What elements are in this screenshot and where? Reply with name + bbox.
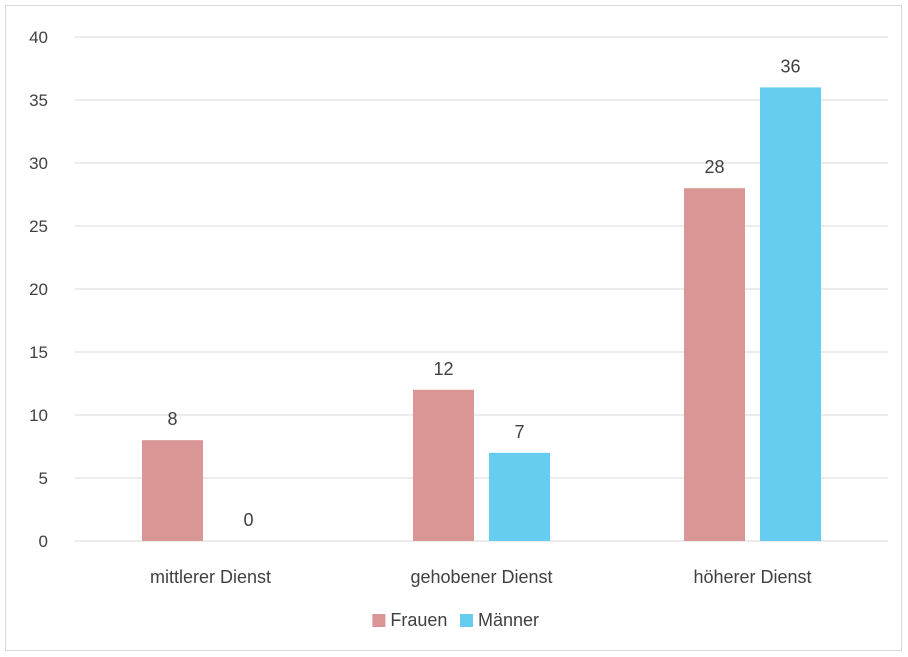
data-label-mnner-1: 7	[514, 422, 524, 442]
y-tick-label-30: 30	[29, 154, 48, 173]
bar-mnner-1	[489, 452, 550, 541]
legend-swatch-mnner	[460, 614, 473, 627]
bar-mnner-2	[760, 87, 821, 542]
y-tick-label-20: 20	[29, 280, 48, 299]
x-tick-label-0: mittlerer Dienst	[150, 567, 271, 587]
legend-label-frauen: Frauen	[390, 610, 447, 630]
bar-frauen-0	[142, 440, 203, 541]
legend-swatch-frauen	[372, 614, 386, 627]
y-tick-label-5: 5	[39, 469, 48, 488]
legend-label-mnner: Männer	[478, 610, 539, 630]
data-label-frauen-0: 8	[167, 409, 177, 429]
y-tick-label-10: 10	[29, 406, 48, 425]
bar-frauen-1	[413, 389, 474, 541]
y-tick-label-0: 0	[39, 532, 48, 551]
bar-frauen-2	[684, 188, 745, 541]
data-label-frauen-2: 28	[704, 157, 724, 177]
data-label-mnner-2: 36	[780, 56, 800, 76]
chart-frame	[5, 5, 902, 651]
y-tick-label-15: 15	[29, 343, 48, 362]
data-label-frauen-1: 12	[433, 359, 453, 379]
y-tick-label-40: 40	[29, 28, 48, 47]
y-tick-label-25: 25	[29, 217, 48, 236]
data-label-mnner-0: 0	[243, 510, 253, 530]
x-tick-label-2: höherer Dienst	[693, 567, 811, 587]
y-tick-label-35: 35	[29, 91, 48, 110]
x-tick-label-1: gehobener Dienst	[410, 567, 552, 587]
